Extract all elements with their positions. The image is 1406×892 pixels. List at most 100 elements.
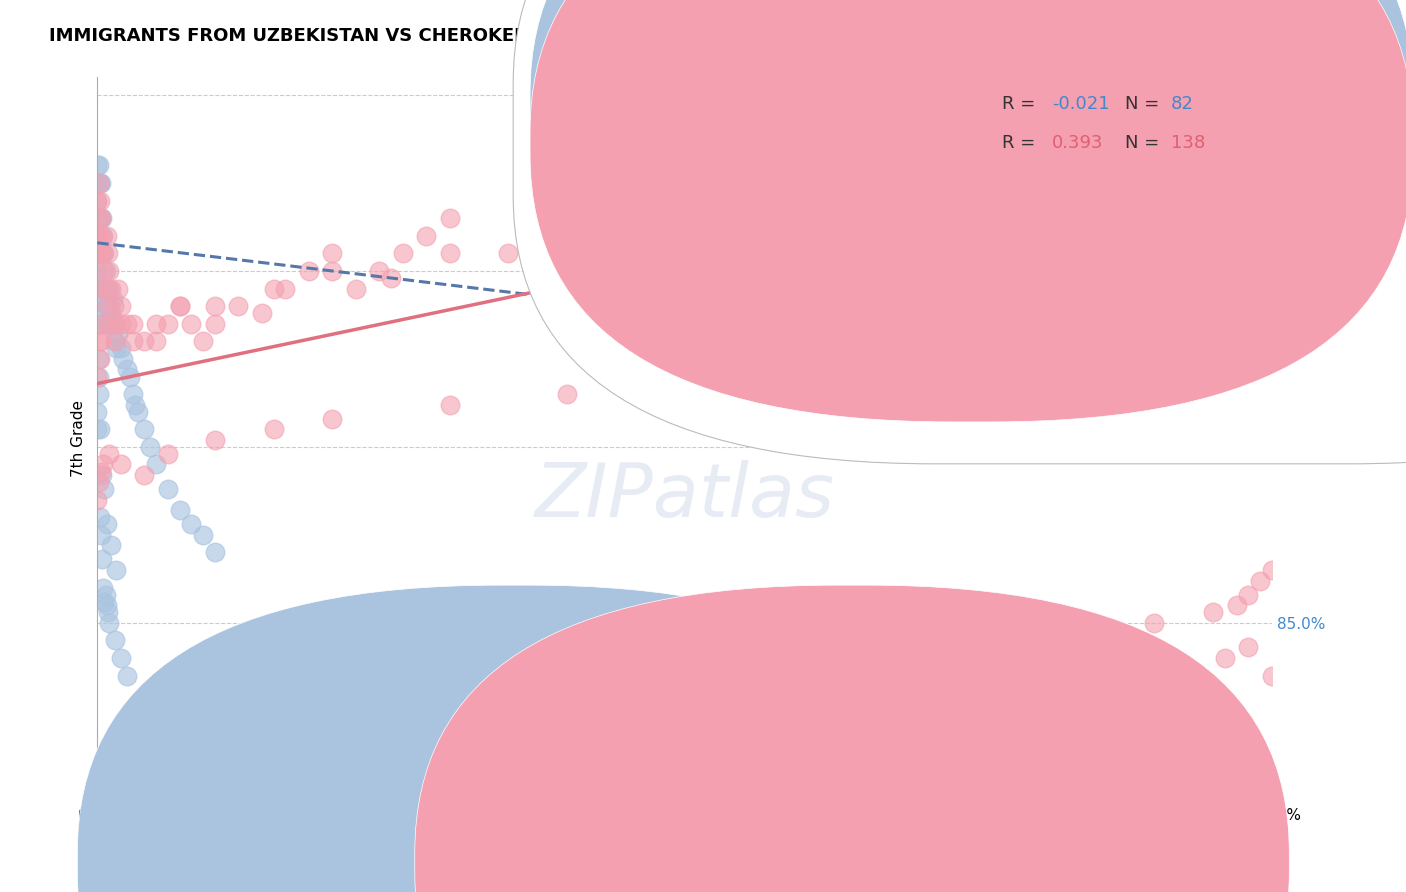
Point [86, 211, 108, 226]
Point [87, 334, 110, 349]
Point [415, 228, 437, 243]
Point [1143, 615, 1166, 630]
Point [908, 201, 931, 215]
Point [733, 176, 755, 190]
Point [96, 317, 118, 331]
Point [86, 281, 108, 295]
Point [86, 246, 108, 260]
Point [1226, 158, 1249, 172]
Point [107, 281, 129, 295]
Point [87, 246, 110, 260]
Point [94, 264, 117, 278]
Point [86, 246, 108, 260]
Point [89, 228, 111, 243]
Text: 0.393: 0.393 [1052, 134, 1104, 152]
Point [204, 317, 226, 331]
Point [87, 317, 110, 331]
Point [1237, 640, 1260, 655]
Point [673, 221, 696, 235]
Point [96, 599, 118, 613]
Point [1202, 194, 1225, 208]
Point [673, 376, 696, 391]
Point [439, 246, 461, 260]
Point [98, 615, 121, 630]
Text: N =: N = [1125, 134, 1164, 152]
Point [90, 211, 112, 226]
Text: Immigrants from Uzbekistan: Immigrants from Uzbekistan [537, 855, 755, 870]
Point [1249, 141, 1271, 155]
Point [1249, 299, 1271, 313]
Point [94, 299, 117, 313]
Point [849, 722, 872, 736]
Point [98, 447, 121, 461]
Point [89, 211, 111, 226]
Point [90, 176, 112, 190]
Point [1167, 665, 1189, 679]
Point [98, 299, 121, 313]
Point [121, 317, 143, 331]
Point [87, 176, 110, 190]
Point [790, 369, 813, 384]
Point [89, 351, 111, 366]
Point [91, 581, 114, 595]
Point [104, 633, 127, 648]
Point [93, 281, 115, 295]
Point [274, 281, 297, 295]
Point [1249, 574, 1271, 588]
Point [1237, 152, 1260, 166]
Point [89, 176, 111, 190]
Point [87, 369, 110, 384]
Point [90, 211, 112, 226]
Point [90, 528, 112, 542]
Point [1261, 563, 1284, 577]
Point [87, 211, 110, 226]
Point [87, 176, 110, 190]
Point [204, 299, 226, 313]
Point [1143, 334, 1166, 349]
Point [555, 228, 578, 243]
Point [673, 194, 696, 208]
Point [90, 246, 112, 260]
Text: N =: N = [1125, 95, 1164, 113]
Point [1202, 605, 1225, 619]
Point [790, 186, 813, 201]
Point [105, 563, 128, 577]
Point [1143, 176, 1166, 190]
Point [932, 711, 955, 725]
Point [91, 552, 114, 566]
Point [98, 317, 121, 331]
Point [100, 306, 122, 320]
Point [156, 482, 179, 496]
Point [86, 281, 108, 295]
Point [93, 246, 115, 260]
Point [555, 228, 578, 243]
Point [1084, 158, 1107, 172]
Point [110, 651, 132, 665]
Text: -0.021: -0.021 [1052, 95, 1109, 113]
Point [86, 194, 108, 208]
Point [87, 281, 110, 295]
Point [105, 342, 128, 356]
Point [86, 422, 108, 436]
Point [1249, 141, 1271, 155]
Point [86, 228, 108, 243]
Point [614, 201, 637, 215]
Point [169, 503, 191, 517]
Point [1226, 599, 1249, 613]
Point [87, 387, 110, 401]
Point [115, 317, 138, 331]
Point [91, 317, 114, 331]
Point [110, 299, 132, 313]
Point [86, 176, 108, 190]
Point [93, 595, 115, 609]
Point [110, 342, 132, 356]
Point [89, 422, 111, 436]
Point [91, 246, 114, 260]
Point [89, 281, 111, 295]
Point [121, 387, 143, 401]
Point [127, 405, 149, 419]
Point [1026, 633, 1049, 648]
Point [86, 228, 108, 243]
Point [104, 334, 127, 349]
Point [96, 281, 118, 295]
